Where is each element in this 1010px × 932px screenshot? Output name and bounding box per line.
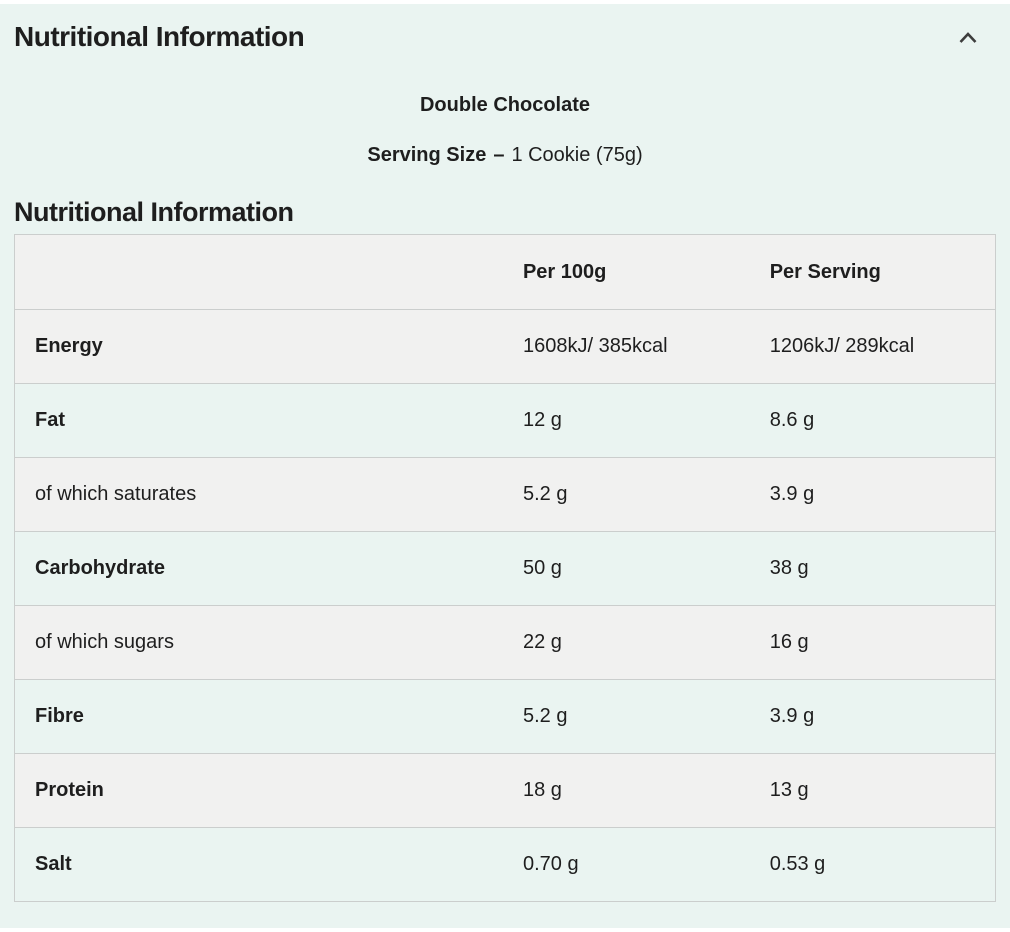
per-serving-value: 3.9 g xyxy=(769,679,996,754)
per-serving-value: 3.9 g xyxy=(769,457,996,532)
serving-size-label: Serving Size xyxy=(367,144,487,166)
table-section-heading: Nutritional Information xyxy=(14,197,294,227)
nutrient-label: of which sugars xyxy=(14,605,523,680)
table-row: Protein 18 g 13 g xyxy=(14,753,996,828)
flavour-name: Double Chocolate xyxy=(419,94,590,116)
nutrient-label: Salt xyxy=(14,827,523,902)
per-100g-value: 50 g xyxy=(522,531,770,606)
chevron-up-icon[interactable] xyxy=(958,31,978,44)
header-row: Per 100g Per Serving xyxy=(14,234,996,310)
nutrition-table-head: Per 100g Per Serving xyxy=(14,234,996,310)
serving-size-value: 1 Cookie (75g) xyxy=(511,144,643,166)
nutrient-label: Carbohydrate xyxy=(14,531,523,606)
serving-size-line: Serving Size –1 Cookie (75g) xyxy=(0,144,1010,167)
nutrient-label: Protein xyxy=(14,753,523,828)
table-row: Energy 1608kJ/ 385kcal 1206kJ/ 289kcal xyxy=(14,309,996,384)
table-row: Fibre 5.2 g 3.9 g xyxy=(14,679,996,754)
nutrition-table: Per 100g Per Serving Energy 1608kJ/ 385kc… xyxy=(14,234,996,902)
table-row: Carbohydrate 50 g 38 g xyxy=(14,531,996,606)
per-100g-value: 12 g xyxy=(522,383,770,458)
header-per-serving: Per Serving xyxy=(769,234,996,310)
table-row: of which sugars 22 g 16 g xyxy=(14,605,996,680)
table-row: Fat 12 g 8.6 g xyxy=(14,383,996,458)
nutrient-label: of which saturates xyxy=(14,457,523,532)
per-100g-value: 5.2 g xyxy=(522,679,770,754)
per-100g-value: 18 g xyxy=(522,753,770,828)
accordion-header[interactable]: Nutritional Information xyxy=(0,4,1010,54)
per-serving-value: 1206kJ/ 289kcal xyxy=(769,309,996,384)
nutrient-label: Fibre xyxy=(14,679,523,754)
nutrient-label: Energy xyxy=(14,309,523,384)
per-serving-value: 8.6 g xyxy=(769,383,996,458)
per-100g-value: 1608kJ/ 385kcal xyxy=(522,309,770,384)
per-serving-value: 13 g xyxy=(769,753,996,828)
nutritional-information-panel: Nutritional Information Double Chocolate… xyxy=(0,4,1010,928)
table-row: Salt 0.70 g 0.53 g xyxy=(14,827,996,902)
per-100g-value: 5.2 g xyxy=(522,457,770,532)
per-serving-value: 16 g xyxy=(769,605,996,680)
header-per-100g: Per 100g xyxy=(522,234,770,310)
nutrient-label: Fat xyxy=(14,383,523,458)
accordion-title: Nutritional Information xyxy=(14,21,305,52)
per-serving-value: 38 g xyxy=(769,531,996,606)
nutrition-table-body: Energy 1608kJ/ 385kcal 1206kJ/ 289kcal Fat 1… xyxy=(14,309,996,902)
per-100g-value: 22 g xyxy=(522,605,770,680)
serving-size-separator: – xyxy=(493,144,505,166)
per-serving-value: 0.53 g xyxy=(769,827,996,902)
table-row: of which saturates 5.2 g 3.9 g xyxy=(14,457,996,532)
header-nutrient-column xyxy=(14,234,523,310)
per-100g-value: 0.70 g xyxy=(522,827,770,902)
